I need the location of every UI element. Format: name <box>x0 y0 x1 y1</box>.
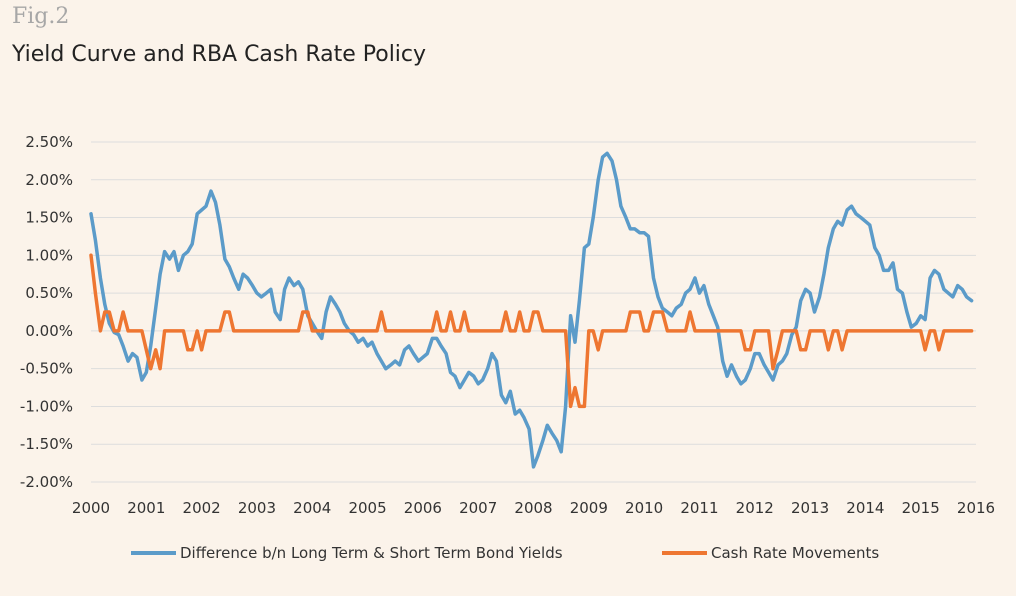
x-tick-label: 2014 <box>846 499 884 517</box>
x-tick-label: 2015 <box>902 499 940 517</box>
y-tick-label: 2.50% <box>25 133 73 151</box>
x-tick-label: 2012 <box>736 499 774 517</box>
x-tick-label: 2005 <box>348 499 386 517</box>
series-line-yield-spread <box>89 151 974 469</box>
legend: Difference b/n Long Term & Short Term Bo… <box>131 544 879 562</box>
x-tick-label: 2002 <box>183 499 221 517</box>
series-lines <box>89 151 974 469</box>
y-tick-label: -1.50% <box>20 435 73 453</box>
x-axis-ticks: 2000 2001 2002 2003 2004 2005 2006 2007 2008 2009… <box>72 499 995 517</box>
y-tick-label: -0.50% <box>20 360 73 378</box>
y-tick-label: 1.00% <box>25 246 73 264</box>
legend-label: Difference b/n Long Term & Short Term Bo… <box>180 544 563 562</box>
series-line-cash-rate <box>89 253 974 409</box>
y-tick-label: -2.00% <box>20 473 73 491</box>
chart-title: Yield Curve and RBA Cash Rate Policy <box>12 42 427 67</box>
x-tick-label: 2006 <box>404 499 442 517</box>
x-tick-label: 2009 <box>570 499 608 517</box>
y-tick-label: 2.00% <box>25 171 73 189</box>
x-tick-label: 2003 <box>238 499 276 517</box>
x-tick-label: 2004 <box>293 499 331 517</box>
x-tick-label: 2008 <box>514 499 552 517</box>
y-tick-label: -1.00% <box>20 397 73 415</box>
y-tick-label: 0.50% <box>25 284 73 302</box>
legend-label: Cash Rate Movements <box>711 544 879 562</box>
x-tick-label: 2007 <box>459 499 497 517</box>
figure-label: Fig.2 <box>12 4 70 29</box>
x-tick-label: 2011 <box>680 499 718 517</box>
x-tick-label: 2010 <box>625 499 663 517</box>
x-tick-label: 2016 <box>957 499 995 517</box>
x-tick-label: 2001 <box>127 499 165 517</box>
y-tick-label: 1.50% <box>25 209 73 227</box>
y-tick-label: 0.00% <box>25 322 73 340</box>
y-axis-ticks: 2.50% 2.00% 1.50% 1.00% 0.50% 0.00% -0.50% -1.0… <box>20 133 73 491</box>
x-tick-label: 2000 <box>72 499 110 517</box>
x-tick-label: 2013 <box>791 499 829 517</box>
